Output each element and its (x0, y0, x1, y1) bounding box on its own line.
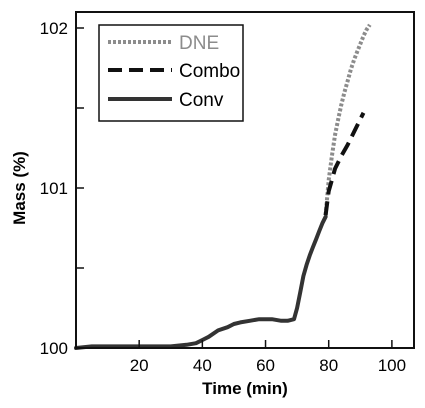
legend: DNE Combo Conv (98, 24, 244, 122)
legend-label-conv: Conv (179, 90, 224, 111)
y-tick-label: 100 (40, 339, 68, 358)
x-tick-label: 100 (378, 356, 406, 375)
x-tick-label: 20 (130, 356, 149, 375)
y-tick-label: 102 (40, 19, 68, 38)
y-tick-label: 101 (40, 179, 68, 198)
plot-frame (75, 11, 415, 349)
x-tick-label: 80 (319, 356, 338, 375)
plot-lines (74, 23, 372, 350)
x-tick-label: 60 (256, 356, 275, 375)
x-tick-label: 40 (193, 356, 212, 375)
legend-label-combo: Combo (179, 61, 240, 82)
y-axis-label: Mass (%) (10, 151, 29, 225)
legend-label-dne: DNE (179, 33, 219, 54)
series-line-dne (323, 23, 372, 216)
x-axis-label: Time (min) (202, 379, 288, 398)
series-line-conv (74, 214, 328, 350)
x-axis-ticks: 20 40 60 80 100 (130, 340, 406, 375)
y-axis-ticks: 100 101 102 (40, 19, 84, 358)
series-line-combo (323, 111, 366, 216)
